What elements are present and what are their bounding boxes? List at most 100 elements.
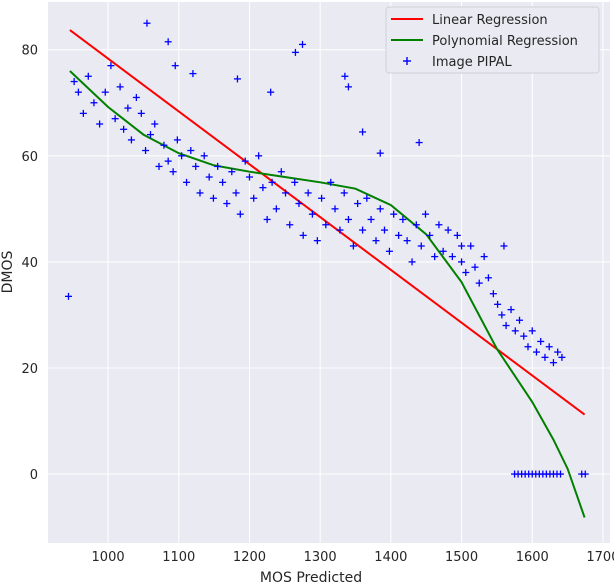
scatter-point [395, 231, 403, 239]
scatter-point [282, 189, 290, 197]
scatter-point [399, 215, 407, 223]
scatter-point [164, 157, 172, 165]
y-tick-label: 0 [30, 468, 38, 483]
scatter-point [291, 178, 299, 186]
scatter-point [502, 322, 510, 330]
scatter-point [344, 215, 352, 223]
scatter-point [143, 19, 151, 27]
scatter-point [537, 337, 545, 345]
x-tick-label: 1300 [304, 550, 337, 565]
scatter-point [299, 231, 307, 239]
scatter-point [558, 353, 566, 361]
scatter-point [169, 168, 177, 176]
y-tick-label: 60 [21, 150, 38, 165]
legend-pipal-label: Image PIPAL [432, 55, 512, 70]
scatter-point [209, 194, 217, 202]
scatter-point [155, 162, 163, 170]
scatter-point [308, 210, 316, 218]
x-tick-label: 1600 [516, 550, 549, 565]
scatter-point [458, 242, 466, 250]
scatter-point [111, 115, 119, 123]
scatter-point [417, 242, 425, 250]
scatter-point [298, 40, 306, 48]
scatter-point [376, 149, 384, 157]
scatter-point [462, 269, 470, 276]
scatter-point [344, 83, 352, 91]
legend: Linear Regression Polynomial Regression … [385, 6, 600, 74]
scatter-point [101, 88, 109, 96]
scatter-point [480, 253, 488, 261]
scatter-point [489, 290, 497, 298]
scatter-point [277, 168, 285, 176]
scatter-point [132, 93, 140, 101]
scatter-point [178, 152, 186, 160]
scatter-point [291, 48, 299, 56]
scatter-point [340, 189, 348, 197]
scatter-point [223, 200, 231, 208]
scatter-point [444, 226, 452, 234]
scatter-point [390, 210, 398, 218]
scatter-point [263, 215, 271, 223]
scatter-point [322, 221, 330, 229]
scatter-point [528, 327, 536, 335]
x-tick-label: 1400 [374, 550, 407, 565]
scatter-point [65, 292, 73, 300]
scatter-point [228, 168, 236, 176]
y-tick-label: 40 [21, 256, 38, 271]
scatter-point [458, 258, 466, 266]
scatter-point [363, 194, 371, 202]
scatter-point [250, 194, 258, 202]
scatter-points [65, 19, 589, 478]
scatter-point [286, 221, 294, 229]
scatter-point [196, 189, 204, 197]
scatter-point [439, 247, 447, 255]
scatter-point [380, 226, 388, 234]
scatter-point [267, 88, 275, 96]
scatter-point [255, 152, 263, 160]
legend-pipal-marker [403, 57, 411, 65]
scatter-point [259, 184, 267, 192]
scatter-point [327, 178, 335, 186]
scatter-point [164, 38, 172, 46]
scatter-point [233, 75, 241, 83]
scatter-point [520, 332, 528, 340]
scatter-point [516, 316, 524, 324]
x-tick-label: 1500 [445, 550, 478, 565]
scatter-point [554, 348, 562, 356]
plot-background [48, 2, 610, 543]
scatter-point [494, 300, 502, 308]
x-tick-label: 1100 [162, 550, 195, 565]
scatter-point [147, 131, 155, 139]
x-tick-label: 1200 [233, 550, 266, 565]
scatter-point [171, 62, 179, 70]
scatter-point [507, 306, 515, 314]
scatter-point [498, 311, 506, 319]
scatter-point [70, 78, 78, 86]
scatter-point [90, 99, 98, 107]
y-axis-ticks: 0 20 40 60 80 [21, 44, 38, 483]
scatter-point [304, 189, 312, 197]
scatter-point [151, 120, 159, 128]
scatter-point [160, 141, 168, 149]
y-tick-label: 20 [21, 362, 38, 377]
scatter-point [475, 279, 483, 287]
series-lines [69, 29, 586, 518]
scatter-point [421, 210, 429, 218]
scatter-point [79, 109, 87, 117]
scatter-point [183, 178, 191, 186]
scatter-point [431, 253, 439, 261]
scatter-point [359, 226, 367, 234]
scatter-point [173, 136, 181, 144]
scatter-point [127, 136, 135, 144]
scatter-point [219, 178, 227, 186]
scatter-point [557, 470, 565, 478]
scatter-point [453, 231, 461, 239]
scatter-point [74, 88, 82, 96]
scatter-point [511, 327, 519, 335]
scatter-point [341, 72, 349, 80]
scatter-point [313, 237, 321, 245]
scatter-point [524, 343, 532, 351]
scatter-point [142, 147, 150, 155]
scatter-point [268, 178, 276, 186]
